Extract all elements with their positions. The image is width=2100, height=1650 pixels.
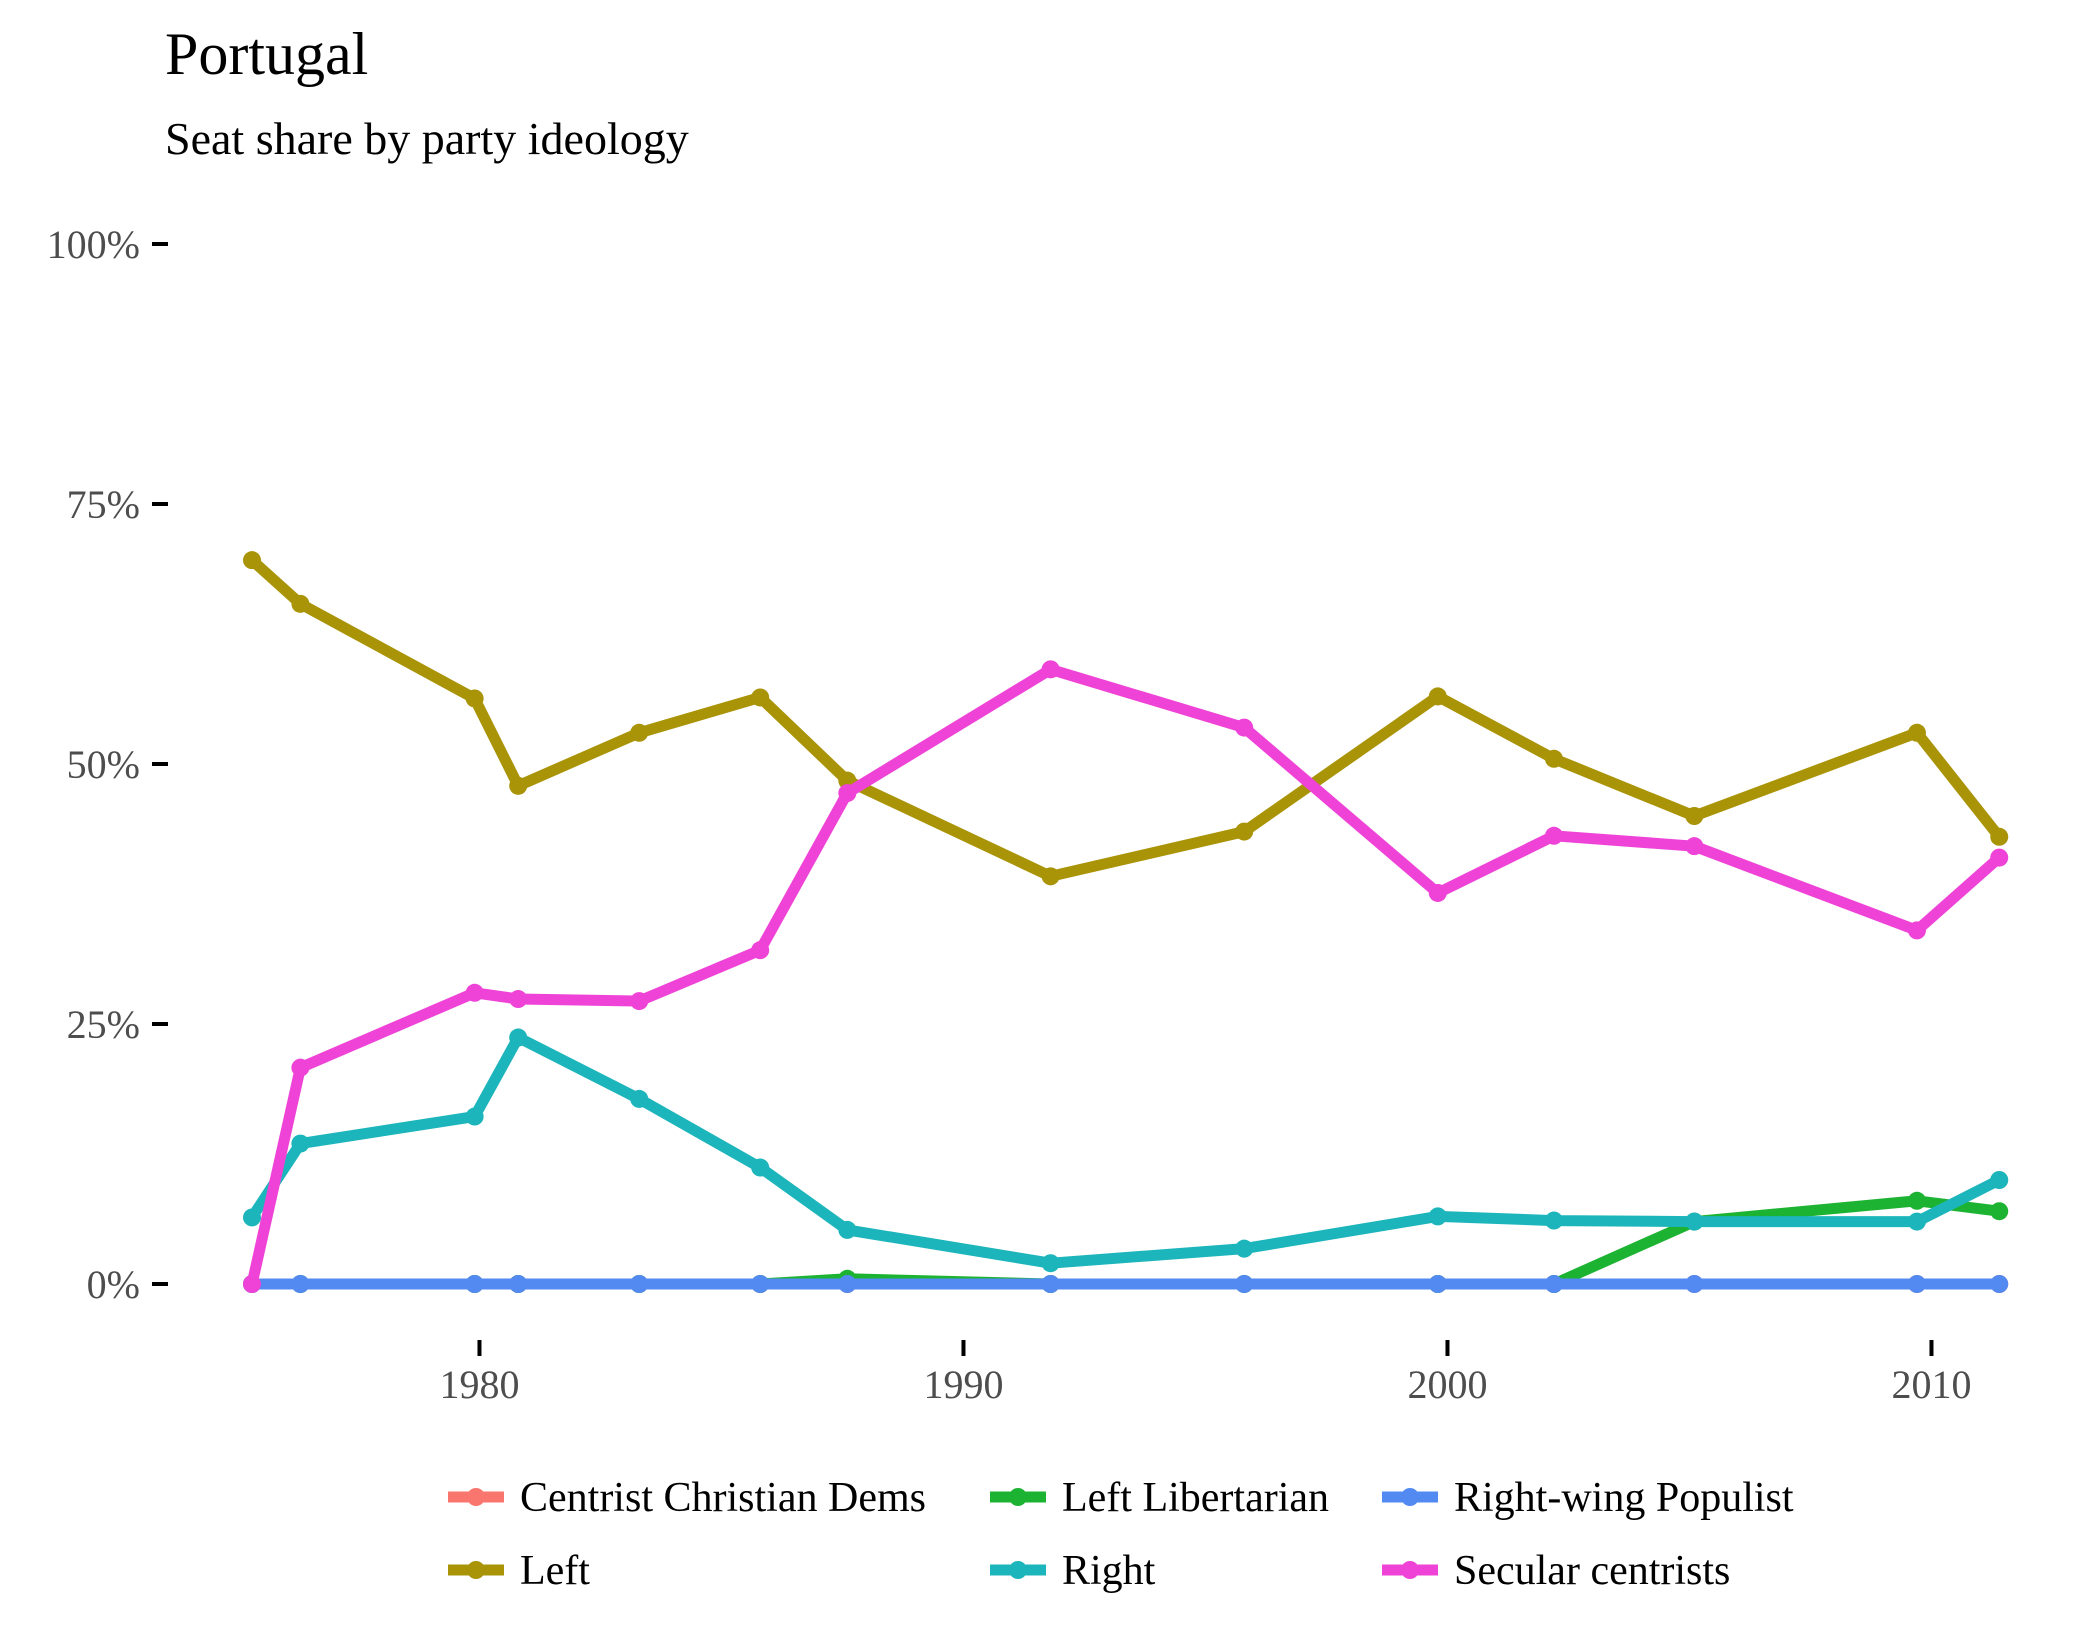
data-point-secular-centrists <box>465 983 484 1002</box>
data-point-right <box>1544 1211 1563 1230</box>
y-axis: 0% 25% 50% 75% 100% <box>47 222 168 1307</box>
data-point-left <box>243 551 261 570</box>
legend-key-point <box>1401 1561 1419 1579</box>
data-point-right-wing-populist <box>465 1275 484 1293</box>
series-layer <box>243 551 2009 1293</box>
data-point-right-wing-populist <box>838 1275 857 1293</box>
legend-label: Secular centrists <box>1454 1548 1730 1594</box>
legend-item-right-wing-populist: Right-wing Populist <box>1382 1475 1794 1521</box>
data-point-right <box>509 1028 528 1047</box>
data-point-right-wing-populist <box>291 1275 310 1293</box>
data-point-right-wing-populist <box>751 1275 770 1293</box>
series-line-right <box>246 1032 2005 1269</box>
data-point-left <box>1041 867 1060 886</box>
data-point-secular-centrists <box>1685 837 1704 856</box>
chart-title: Portugal <box>165 21 368 87</box>
data-point-right <box>1235 1239 1254 1258</box>
data-point-secular-centrists <box>291 1058 310 1077</box>
legend-label: Right-wing Populist <box>1454 1475 1794 1521</box>
data-point-right-wing-populist <box>1235 1275 1254 1293</box>
series-line-secular-centrists <box>246 663 2005 1290</box>
data-point-secular-centrists <box>1428 883 1447 902</box>
data-point-right <box>1907 1212 1926 1231</box>
data-point-left <box>1907 723 1926 742</box>
series-line-left-libertarian <box>246 1195 2005 1290</box>
data-point-right <box>630 1089 649 1108</box>
data-point-left <box>630 723 649 742</box>
legend-item-left: Left <box>448 1548 590 1594</box>
data-point-right-wing-populist <box>1428 1275 1447 1293</box>
data-point-left-libertarian <box>1990 1202 2009 1221</box>
legend: Centrist Christian Dems Left Libertarian R… <box>448 1475 1794 1594</box>
data-point-left-libertarian <box>1907 1191 1926 1210</box>
x-tick-label: 1990 <box>923 1362 1003 1407</box>
data-point-left <box>465 689 484 708</box>
data-point-left <box>1685 807 1704 825</box>
y-tick-label: 0% <box>87 1262 140 1307</box>
legend-key-point <box>1401 1488 1419 1506</box>
series-right <box>243 1028 2009 1273</box>
data-point-left <box>1428 687 1447 706</box>
y-tick-label: 25% <box>67 1002 140 1047</box>
legend-key-point <box>467 1561 485 1579</box>
y-tick-label: 75% <box>67 482 140 527</box>
data-point-right-wing-populist <box>1990 1275 2009 1293</box>
legend-label: Left <box>520 1548 590 1594</box>
chart-subtitle: Seat share by party ideology <box>165 113 689 164</box>
data-point-right-wing-populist <box>1544 1275 1563 1293</box>
data-point-right-wing-populist <box>509 1275 528 1293</box>
data-point-right-wing-populist <box>1685 1275 1704 1293</box>
legend-item-left-libertarian: Left Libertarian <box>990 1475 1329 1521</box>
x-tick-label: 2010 <box>1891 1362 1971 1407</box>
x-tick-label: 2000 <box>1407 1362 1487 1407</box>
legend-item-secular-centrists: Secular centrists <box>1382 1548 1730 1594</box>
data-point-right <box>751 1158 770 1177</box>
data-point-secular-centrists <box>1235 718 1254 737</box>
x-axis: 1980 1990 2000 2010 <box>439 1340 1971 1407</box>
data-point-left <box>751 688 770 707</box>
series-secular-centrists <box>243 660 2009 1293</box>
data-point-secular-centrists <box>838 784 857 803</box>
y-tick-label: 50% <box>67 742 140 787</box>
y-tick-label: 100% <box>47 222 140 267</box>
data-point-right <box>243 1208 261 1227</box>
legend-label: Centrist Christian Dems <box>520 1475 926 1521</box>
data-point-left <box>1990 827 2009 846</box>
data-point-secular-centrists <box>1041 660 1060 679</box>
data-point-left <box>1544 749 1563 768</box>
data-point-right-wing-populist <box>630 1275 649 1293</box>
series-left <box>243 551 2009 886</box>
x-tick-label: 1980 <box>439 1362 519 1407</box>
legend-item-right: Right <box>990 1548 1156 1594</box>
data-point-left <box>291 594 310 613</box>
data-point-secular-centrists <box>243 1275 261 1293</box>
data-point-right-wing-populist <box>1907 1275 1926 1293</box>
data-point-secular-centrists <box>1544 826 1563 845</box>
legend-label: Right <box>1062 1548 1156 1594</box>
data-point-secular-centrists <box>509 990 528 1009</box>
legend-key-point <box>1009 1561 1027 1579</box>
legend-key-point <box>467 1488 485 1506</box>
data-point-secular-centrists <box>1990 848 2009 867</box>
data-point-left <box>1235 822 1254 841</box>
series-right-wing-populist <box>243 1275 2009 1293</box>
data-point-secular-centrists <box>630 992 649 1011</box>
data-point-right <box>838 1220 857 1239</box>
legend-key-point <box>1009 1488 1027 1506</box>
data-point-right <box>1041 1254 1060 1273</box>
legend-label: Left Libertarian <box>1062 1475 1329 1521</box>
series-left-libertarian <box>243 1191 2009 1293</box>
data-point-right <box>1685 1212 1704 1231</box>
legend-item-centrist-christian-dems: Centrist Christian Dems <box>448 1475 926 1521</box>
data-point-secular-centrists <box>1907 921 1926 940</box>
data-point-right-wing-populist <box>1041 1275 1060 1293</box>
data-point-right <box>1990 1171 2009 1189</box>
data-point-secular-centrists <box>751 941 770 960</box>
data-point-right <box>291 1134 310 1153</box>
data-point-left <box>509 776 528 795</box>
data-point-right <box>1428 1207 1447 1226</box>
series-line-left <box>246 554 2005 882</box>
data-point-right <box>465 1107 484 1126</box>
